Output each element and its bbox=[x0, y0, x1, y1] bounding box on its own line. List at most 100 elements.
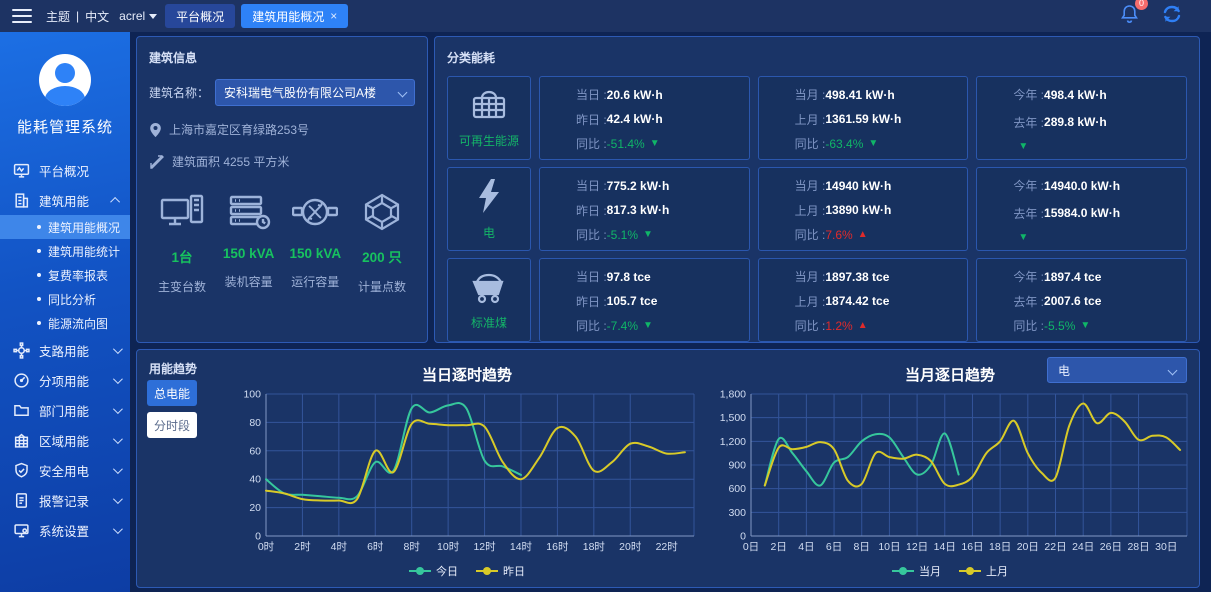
trend-down-icon: ▼ bbox=[643, 320, 653, 331]
sidebar-subitem-yoy-analysis[interactable]: 同比分析 bbox=[0, 287, 130, 311]
theme-label[interactable]: 主题 bbox=[46, 9, 71, 24]
building-name-select[interactable]: 安科瑞电气股份有限公司A楼 bbox=[215, 79, 415, 106]
yoy-line: 同比 : -5.1% ▼ bbox=[576, 227, 653, 243]
category-stat-cell: 今年 : 1897.4 tce 去年 : 2007.6 tce 同比 : -5.5%… bbox=[976, 258, 1188, 342]
folder-icon bbox=[13, 402, 30, 419]
refresh-icon[interactable] bbox=[1161, 4, 1183, 29]
user-menu[interactable]: acrel bbox=[119, 9, 158, 23]
trend-up-icon: ▲ bbox=[857, 229, 868, 240]
legend-item-今日[interactable]: 今日 bbox=[409, 563, 458, 579]
trend-buttons: 总电能 分时段 bbox=[147, 380, 197, 438]
energy-trend-title: 用能趋势 bbox=[149, 362, 198, 376]
svg-text:12日: 12日 bbox=[906, 541, 928, 553]
svg-text:4时: 4时 bbox=[331, 541, 348, 553]
svg-text:20时: 20时 bbox=[619, 541, 642, 553]
svg-text:10日: 10日 bbox=[878, 541, 900, 553]
theme-language-switch[interactable]: 主题 | 中文 bbox=[46, 8, 109, 25]
legend-label: 当月 bbox=[919, 566, 941, 578]
category-name: 可再生能源 bbox=[458, 133, 519, 148]
yoy-line: 同比 : -7.4% ▼ bbox=[576, 318, 653, 334]
stat-line: 今年 : 14940.0 kW·h bbox=[1013, 178, 1121, 194]
building-info-title: 建筑信息 bbox=[149, 51, 198, 65]
svg-text:10时: 10时 bbox=[437, 541, 460, 553]
svg-text:30日: 30日 bbox=[1155, 541, 1177, 553]
category-icon-box: 标准煤 bbox=[447, 258, 531, 342]
bullet-icon bbox=[37, 249, 41, 253]
legend-label: 今日 bbox=[436, 566, 458, 578]
user-avatar[interactable] bbox=[39, 54, 91, 106]
legend-item-当月[interactable]: 当月 bbox=[892, 563, 941, 579]
stat-line: 昨日 : 42.4 kW·h bbox=[576, 112, 663, 127]
language-label[interactable]: 中文 bbox=[85, 9, 110, 24]
svg-text:6时: 6时 bbox=[367, 541, 384, 553]
sidebar-subitem-energy-flow-diagram[interactable]: 能源流向图 bbox=[0, 311, 130, 335]
stat-line: 上月 : 13890 kW·h bbox=[794, 203, 892, 218]
building-stat-value: 150 kVA bbox=[289, 246, 342, 261]
category-stat-cell: 当日 : 20.6 kW·h 昨日 : 42.4 kW·h 同比 : -51.4% ▼ bbox=[539, 76, 750, 160]
sidebar-subitem-building-energy-stats[interactable]: 建筑用能统计 bbox=[0, 239, 130, 263]
chart-title: 当月逐日趋势 bbox=[904, 367, 995, 384]
bullet-icon bbox=[37, 297, 41, 301]
sidebar-item-branch-energy[interactable]: 支路用能 bbox=[0, 335, 130, 365]
chevron-down-icon bbox=[112, 463, 123, 474]
svg-text:0: 0 bbox=[255, 531, 261, 543]
sidebar-item-safe-electricity[interactable]: 安全用电 bbox=[0, 455, 130, 485]
legend-item-昨日[interactable]: 昨日 bbox=[476, 563, 525, 579]
sidebar-item-alarm-records[interactable]: 报警记录 bbox=[0, 485, 130, 515]
yoy-line: ▼ bbox=[1013, 232, 1186, 243]
caret-down-icon bbox=[149, 13, 158, 19]
installed-capacity-icon bbox=[218, 192, 280, 232]
document-icon bbox=[13, 492, 30, 509]
branch-icon bbox=[13, 341, 30, 359]
legend-item-上月[interactable]: 上月 bbox=[959, 563, 1008, 579]
building-stat-value: 1台 bbox=[171, 250, 193, 265]
svg-text:80: 80 bbox=[249, 417, 261, 429]
sidebar-subitem-label: 复费率报表 bbox=[48, 268, 109, 283]
building-info-panel: 建筑信息 建筑名称： 安科瑞电气股份有限公司A楼 上海市嘉定区育绿路253号 建… bbox=[136, 36, 428, 343]
category-icon-box: 电 bbox=[447, 167, 531, 251]
sidebar-item-platform-overview[interactable]: 平台概况 bbox=[0, 155, 130, 185]
svg-text:20: 20 bbox=[249, 502, 261, 514]
svg-text:22时: 22时 bbox=[656, 541, 679, 553]
svg-text:1,200: 1,200 bbox=[720, 436, 746, 448]
tab-close-icon[interactable]: × bbox=[330, 9, 338, 23]
hamburger-menu-icon[interactable] bbox=[12, 9, 32, 23]
category-energy-title: 分类能耗 bbox=[447, 51, 496, 65]
trend-button-总电能[interactable]: 总电能 bbox=[147, 380, 197, 406]
sidebar-subitem-label: 能源流向图 bbox=[48, 316, 109, 331]
building-name-value: 安科瑞电气股份有限公司A楼 bbox=[224, 86, 377, 100]
stat-line: 去年 : 2007.6 tce bbox=[1013, 294, 1102, 309]
svg-text:2时: 2时 bbox=[294, 541, 311, 553]
notification-bell-icon[interactable]: 0 bbox=[1120, 0, 1148, 29]
svg-text:1,800: 1,800 bbox=[720, 389, 746, 401]
sidebar-item-region-energy[interactable]: 区域用能 bbox=[0, 425, 130, 455]
svg-text:4日: 4日 bbox=[798, 541, 814, 553]
main-content: 建筑信息 建筑名称： 安科瑞电气股份有限公司A楼 上海市嘉定区育绿路253号 建… bbox=[130, 32, 1211, 592]
building-stat-运行容量: 150 kVA 运行容量 bbox=[284, 192, 346, 295]
sidebar-item-subitem-energy[interactable]: 分项用能 bbox=[0, 365, 130, 395]
sidebar-item-system-settings[interactable]: 系统设置 bbox=[0, 515, 130, 545]
sidebar-subitem-tariff-report[interactable]: 复费率报表 bbox=[0, 263, 130, 287]
stat-line: 今年 : 1897.4 tce bbox=[1013, 269, 1102, 285]
sidebar-item-building-energy[interactable]: 建筑用能 bbox=[0, 185, 130, 215]
sidebar-subitem-building-energy-overview[interactable]: 建筑用能概况 bbox=[0, 215, 130, 239]
trend-button-分时段[interactable]: 分时段 bbox=[147, 412, 197, 438]
chevron-down-icon bbox=[397, 87, 408, 98]
sidebar-subitem-label: 建筑用能概况 bbox=[48, 220, 121, 235]
building-stat-value: 200 只 bbox=[362, 250, 402, 265]
yoy-line: 同比 : 1.2% ▲ bbox=[794, 318, 868, 334]
legend-marker-icon bbox=[892, 567, 914, 575]
standard-coal-icon bbox=[468, 270, 510, 309]
tab-建筑用能概况[interactable]: 建筑用能概况 × bbox=[241, 4, 349, 28]
svg-text:26日: 26日 bbox=[1100, 541, 1122, 553]
svg-text:16日: 16日 bbox=[961, 541, 983, 553]
svg-text:22日: 22日 bbox=[1044, 541, 1066, 553]
energy-type-select[interactable]: 电 bbox=[1047, 357, 1187, 383]
svg-text:0日: 0日 bbox=[743, 541, 759, 553]
svg-text:1,500: 1,500 bbox=[720, 412, 746, 424]
sidebar-item-label: 建筑用能 bbox=[39, 194, 90, 209]
tab-平台概况[interactable]: 平台概况 bbox=[165, 4, 236, 28]
chevron-down-icon bbox=[112, 433, 123, 444]
trend-down-icon: ▼ bbox=[643, 229, 653, 240]
sidebar-item-department-energy[interactable]: 部门用能 bbox=[0, 395, 130, 425]
